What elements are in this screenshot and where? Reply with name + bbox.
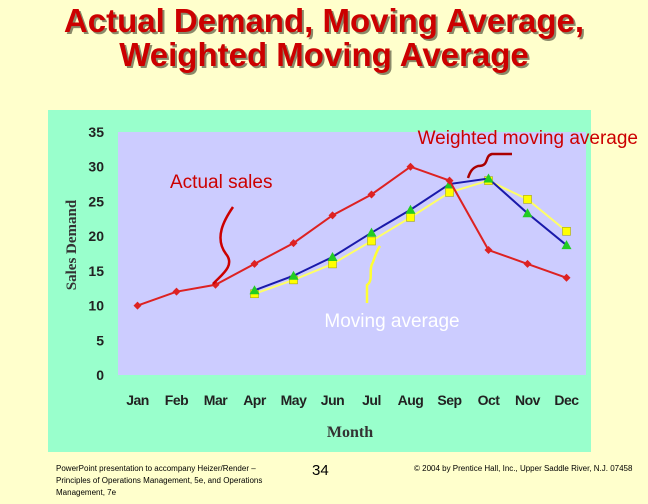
y-tick-label: 20 — [88, 228, 104, 244]
data-point-actual-sales — [289, 239, 298, 248]
y-tick-label: 30 — [88, 159, 104, 175]
data-point-actual-sales — [133, 301, 142, 310]
footer-copyright: © 2004 by Prentice Hall, Inc., Upper Sad… — [414, 464, 633, 473]
x-tick-label: Nov — [515, 392, 541, 408]
data-point-moving-average — [445, 188, 454, 197]
data-point-moving-average — [406, 213, 415, 222]
title-line-2: Weighted Moving Average — [119, 36, 529, 73]
series-layer — [133, 162, 572, 310]
x-tick-label: Oct — [478, 392, 501, 408]
x-tick-label: Jan — [126, 392, 149, 408]
x-axis: Jan Feb Mar Apr May Jun Jul Aug Sep Oct Nov Dec — [126, 392, 580, 408]
data-point-moving-average — [328, 259, 337, 269]
actual-sales-pointer — [212, 206, 235, 285]
x-tick-label: Dec — [554, 392, 579, 408]
data-point-weighted-moving-average — [522, 208, 533, 218]
data-point-actual-sales — [445, 176, 454, 185]
data-point-actual-sales — [484, 246, 493, 255]
data-point-weighted-moving-average — [483, 173, 494, 183]
series-line-actual-sales — [137, 165, 567, 307]
title-line-1: Actual Demand, Moving Average, — [63, 2, 585, 39]
annotation-label: Weighted moving average — [418, 128, 638, 149]
annotation-label: Actual sales — [170, 172, 272, 193]
slide-title: Actual Demand, Moving Average, Weighted … — [0, 4, 648, 72]
y-tick-label: 15 — [88, 263, 104, 279]
annotation-layer: Actual sales Weighted moving average Movin… — [170, 128, 638, 332]
x-tick-label: Aug — [398, 392, 424, 408]
footer-credit: PowerPoint presentation to accompany Hei… — [56, 464, 263, 497]
data-point-moving-average — [523, 195, 532, 204]
data-point-actual-sales — [367, 190, 376, 199]
y-tick-label: 0 — [96, 367, 104, 383]
x-tick-label: May — [281, 392, 307, 408]
moving-average-pointer — [365, 245, 382, 303]
y-tick-label: 5 — [96, 332, 104, 348]
data-point-weighted-moving-average — [249, 285, 260, 295]
data-point-actual-sales — [172, 287, 181, 296]
data-point-moving-average — [367, 236, 376, 246]
y-axis-title: Sales Demand — [64, 199, 80, 290]
data-point-actual-sales — [406, 162, 415, 171]
weighted-average-pointer — [466, 152, 512, 179]
data-point-weighted-moving-average — [405, 204, 416, 214]
page-number: 34 — [312, 462, 329, 479]
annotation-label: Moving average — [324, 311, 459, 332]
x-tick-label: Sep — [437, 392, 461, 408]
y-tick-label: 25 — [88, 193, 104, 209]
x-tick-label: Mar — [204, 392, 228, 408]
y-tick-label: 35 — [88, 124, 104, 140]
data-point-moving-average — [562, 227, 571, 236]
data-point-actual-sales — [562, 273, 571, 282]
x-axis-title: Month — [327, 424, 373, 441]
data-point-actual-sales — [328, 211, 337, 220]
y-tick-label: 10 — [88, 298, 104, 314]
data-point-weighted-moving-average — [288, 270, 299, 280]
x-tick-label: Feb — [165, 392, 188, 408]
data-point-actual-sales — [523, 259, 532, 268]
data-point-weighted-moving-average — [327, 251, 338, 261]
x-tick-label: Jul — [362, 392, 381, 408]
x-tick-label: Jun — [321, 392, 344, 408]
data-point-weighted-moving-average — [561, 240, 572, 250]
data-point-actual-sales — [250, 259, 259, 268]
data-point-weighted-moving-average — [366, 227, 377, 237]
y-axis: 0 5 10 15 20 25 30 35 — [88, 124, 104, 383]
x-tick-label: Apr — [243, 392, 267, 408]
